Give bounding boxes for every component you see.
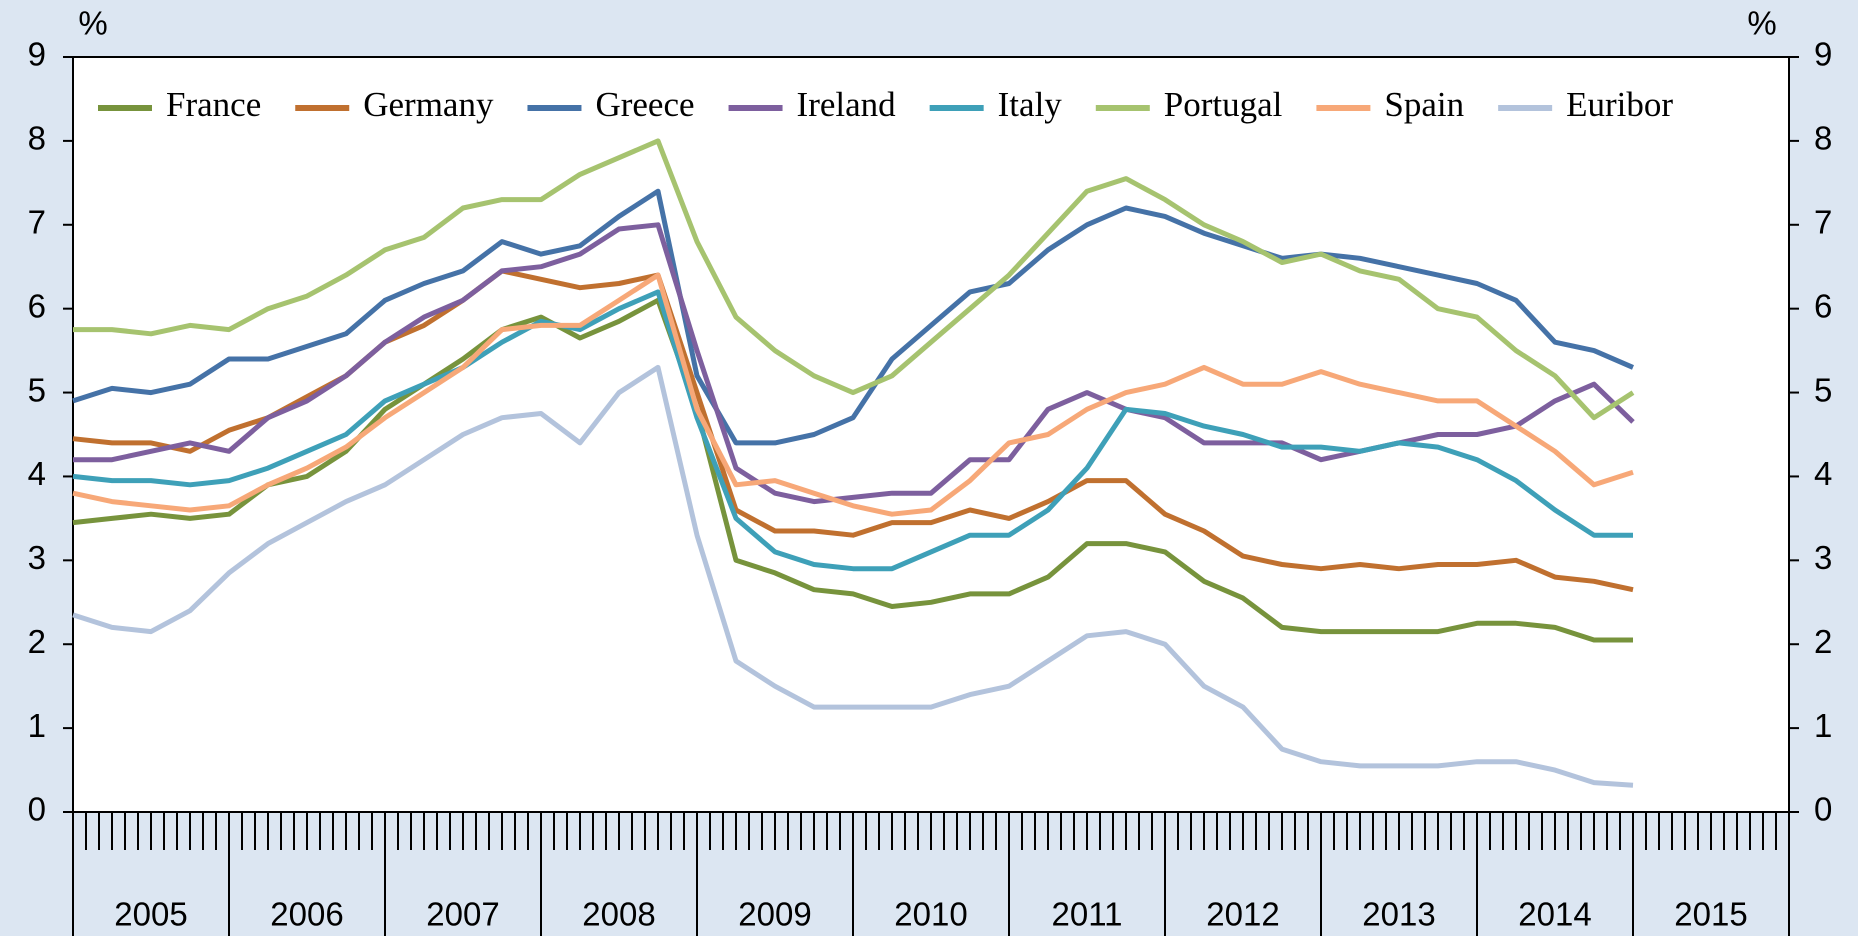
series-line — [72, 297, 1633, 643]
legend-label: Greece — [595, 85, 694, 124]
y-tick-label: 4 — [28, 455, 46, 492]
x-tick-label: 2012 — [1206, 896, 1279, 933]
y2-tick-label: 0 — [1814, 791, 1832, 828]
legend-label: Italy — [998, 85, 1063, 124]
legend-label: Ireland — [797, 85, 897, 124]
series-line — [72, 272, 1634, 517]
y-tick-label: 6 — [28, 287, 46, 324]
y2-tick-label: 4 — [1814, 455, 1832, 492]
y2-tick-label: 9 — [1814, 36, 1832, 73]
y-tick-label: 3 — [28, 539, 46, 576]
x-tick-label: 2014 — [1518, 896, 1591, 933]
legend-label: Spain — [1384, 85, 1464, 124]
y2-tick-label: 7 — [1814, 203, 1832, 240]
series-line — [72, 289, 1633, 572]
x-tick-label: 2015 — [1674, 896, 1747, 933]
y2-tick-label: 5 — [1814, 371, 1832, 408]
x-tick-label: 2009 — [738, 896, 811, 933]
x-tick-label: 2011 — [1052, 896, 1123, 933]
x-tick-label: 2013 — [1362, 896, 1435, 933]
series-line — [73, 138, 1635, 421]
y-tick-label: 1 — [28, 707, 46, 744]
series-line — [72, 364, 1634, 788]
x-tick-label: 2006 — [270, 896, 343, 933]
x-tick-label: 2010 — [894, 896, 967, 933]
y2-tick-label: 8 — [1814, 120, 1832, 157]
y-tick-label: 0 — [28, 791, 46, 828]
y-tick-label: 2 — [28, 623, 46, 660]
x-tick-label: 2008 — [582, 896, 655, 933]
y-tick-label: 7 — [28, 203, 46, 240]
y2-tick-label: 1 — [1814, 707, 1832, 744]
legend-label: France — [166, 85, 261, 124]
y-axis-label: % — [78, 5, 107, 42]
y2-tick-label: 2 — [1814, 623, 1832, 660]
legend-label: Germany — [363, 85, 494, 124]
y2-tick-label: 3 — [1814, 539, 1832, 576]
y-tick-label: 5 — [28, 371, 46, 408]
series-line — [72, 188, 1634, 446]
y-tick-label: 8 — [28, 120, 46, 157]
legend-label: Euribor — [1566, 85, 1673, 124]
y-tick-label: 9 — [28, 36, 46, 73]
y2-axis-label: % — [1747, 5, 1776, 42]
x-tick-label: 2007 — [426, 896, 499, 933]
legend-label: Portugal — [1164, 85, 1283, 124]
y2-tick-label: 6 — [1814, 287, 1832, 324]
x-tick-label: 2005 — [114, 896, 187, 933]
